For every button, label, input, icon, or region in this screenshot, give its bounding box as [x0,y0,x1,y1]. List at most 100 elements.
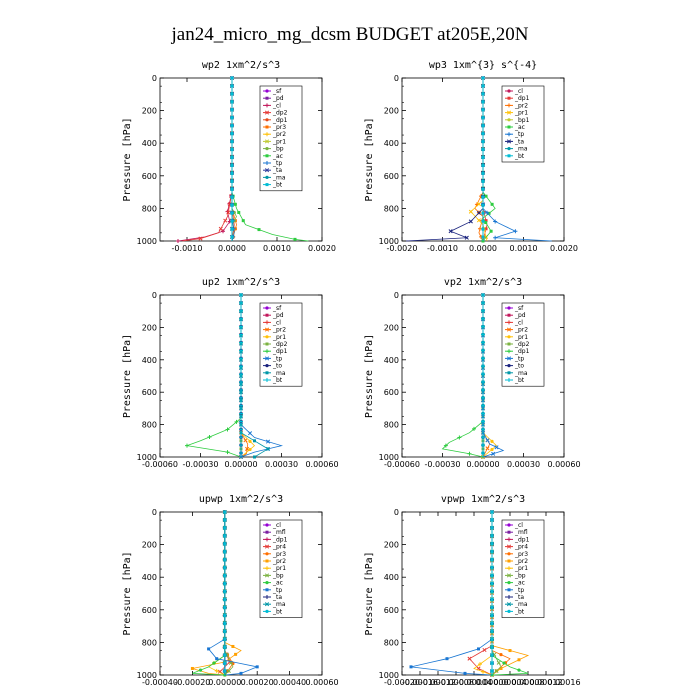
point-1-38 [513,229,518,234]
y-tick-label: 400 [142,573,157,582]
point-5-34 [490,645,494,649]
point-2-40 [225,450,230,455]
point-3-leg2 [507,320,511,325]
point-0-30 [230,195,234,199]
y-axis-label: Pressure [hPa] [364,334,375,418]
point-5-36 [467,656,472,661]
point-4-leg11 [264,602,270,607]
point-4-38 [223,661,227,665]
point-1-22 [481,163,485,167]
point-2-8 [239,324,243,329]
x-tick-label: 0.00060 [305,460,338,469]
point-0-leg8 [265,147,269,151]
legend-entry: _dp1 [272,117,288,124]
point-3-10 [481,332,485,337]
point-3-6 [481,316,485,321]
point-3-38 [494,445,499,450]
point-5-leg0 [507,523,511,527]
series-line [192,512,226,676]
point-4-4 [223,526,227,530]
point-3-leg4 [507,335,511,339]
x-tick-label: -0.0020 [387,244,418,253]
legend-entry: _tp [514,587,524,594]
point-5-40 [494,668,499,673]
point-3-2 [481,300,485,305]
y-tick-label: 1000 [137,671,157,680]
legend-entry: _cl [272,522,281,529]
point-1-34 [485,210,490,215]
x-tick-label: -0.00030 [425,460,461,469]
series-line [182,78,233,242]
point-1-36 [481,219,485,223]
x-tick-label: -0.00060 [142,460,178,469]
point-2-38 [239,443,243,448]
legend-entry: _pr4 [272,544,286,551]
point-2-leg2 [265,320,269,325]
point-2-10 [239,332,243,337]
point-0-26 [230,179,234,183]
x-tick-label: 0.0020 [308,244,336,253]
point-5-26 [490,613,494,617]
y-tick-label: 600 [142,172,157,181]
point-1-38 [481,227,485,231]
point-5-38 [478,662,482,667]
point-0-leg0 [265,89,269,93]
x-tick-label: -0.00030 [183,460,219,469]
point-2-38 [185,443,189,448]
point-3-8 [481,324,485,329]
y-tick-label: 200 [142,541,157,550]
legend-entry: _bt [514,608,525,615]
x-tick-label: -0.00060 [384,460,420,469]
point-3-36 [457,435,462,440]
point-0-38 [257,228,261,232]
legend-entry: _cl [272,319,281,326]
legend-entry: _ta [272,594,282,601]
y-tick-label: 800 [384,421,399,430]
legend-entry: _dp2 [272,110,288,117]
point-5-20 [490,589,494,594]
point-3-20 [481,372,485,377]
point-5-22 [490,597,494,602]
point-5-6 [490,534,494,538]
point-1-2 [481,84,485,88]
point-0-18 [230,148,234,152]
point-4-36 [234,652,238,656]
x-tick-label: -0.00012 [420,678,456,687]
point-4-36 [215,657,219,661]
panel-title: up2 1xm^2/s^3 [202,277,280,288]
point-4-40 [223,669,227,673]
point-2-36 [239,435,243,440]
point-5-leg10 [507,595,511,599]
point-2-leg10 [265,378,269,382]
point-1-38 [448,229,453,234]
point-2-leg8 [265,364,269,368]
x-tick-label: 0.00004 [493,678,526,687]
y-tick-label: 200 [142,107,157,116]
point-4-8 [223,542,227,546]
point-2-36 [265,439,271,444]
series-ta [406,75,486,242]
point-3-leg6 [507,349,511,354]
series-dp1 [185,293,243,458]
panel-title: wp3 1xm^{3} s^{-4} [429,60,537,71]
y-tick-label: 200 [142,323,157,332]
point-0-8 [230,108,234,112]
legend-entry: _bp [272,146,284,153]
legend-entry: _pr2 [514,558,528,565]
point-2-34 [247,431,253,436]
point-5-30 [490,629,494,633]
legend-entry: _pd [514,312,526,319]
point-2-36 [253,439,256,443]
y-tick-label: 400 [142,139,157,148]
point-4-26 [223,613,227,617]
legend-entry: _dp2 [272,341,288,348]
point-4-20 [223,589,227,594]
legend-entry: _to [272,363,282,370]
point-1-34 [468,209,473,214]
x-tick-label: -0.00016 [402,678,438,687]
point-0-22 [230,163,234,167]
point-1-32 [476,201,482,207]
point-5-36 [490,653,494,657]
point-3-leg8 [507,364,511,368]
point-3-12 [481,340,485,345]
